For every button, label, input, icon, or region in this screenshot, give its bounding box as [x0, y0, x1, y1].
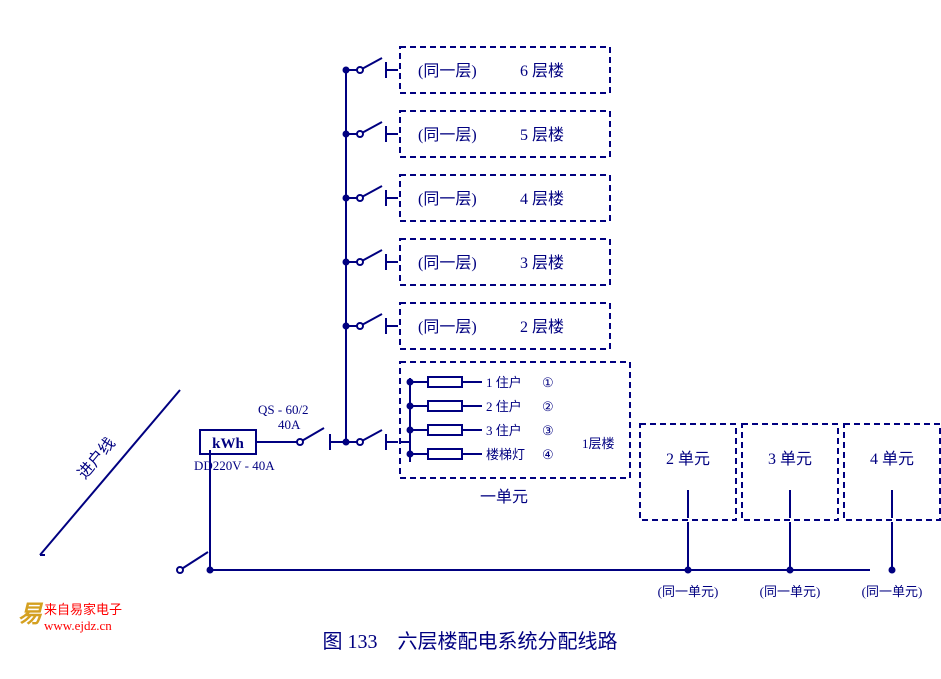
floor1-row-num: ① [542, 375, 554, 390]
unit-note: (同一单元) [862, 584, 923, 599]
floor-note: (同一层) [418, 319, 477, 336]
floor1-row-label: 1 住户 [486, 375, 522, 390]
floor-note: (同一层) [418, 255, 477, 272]
watermark-icon: 易 [18, 602, 44, 628]
floor1-row-num: ③ [542, 423, 554, 438]
unit-name: 4 单元 [870, 450, 914, 468]
meter-box-text: kWh [212, 436, 244, 452]
unit-name: 3 单元 [768, 450, 812, 468]
floor-note: (同一层) [418, 127, 477, 144]
floor-name: 3 层楼 [520, 254, 564, 272]
watermark-line2: www.ejdz.cn [44, 618, 112, 633]
switch-label-1: QS - 60/2 [258, 402, 309, 417]
floor1-row-label: 楼梯灯 [486, 447, 525, 462]
wiring-diagram: 进户线kWhDD220V - 40AQS - 60/240A(同一层)6 层楼(… [0, 0, 941, 674]
figure-title: 图 133 六层楼配电系统分配线路 [323, 630, 618, 653]
unit1-label: 一单元 [480, 488, 528, 506]
floor-name: 5 层楼 [520, 126, 564, 144]
floor1-row-num: ④ [542, 447, 554, 462]
watermark-line1: 来自易家电子 [44, 602, 122, 617]
floor1-row-label: 2 住户 [486, 399, 522, 414]
unit-name: 2 单元 [666, 450, 710, 468]
floor-note: (同一层) [418, 191, 477, 208]
floor-note: (同一层) [418, 63, 477, 80]
floor-name: 6 层楼 [520, 62, 564, 80]
floor-name: 4 层楼 [520, 190, 564, 208]
floor-name: 2 层楼 [520, 318, 564, 336]
switch-label-2: 40A [278, 417, 301, 432]
floor1-name: 1层楼 [582, 436, 615, 451]
floor1-row-label: 3 住户 [486, 423, 522, 438]
floor1-row-num: ② [542, 399, 554, 414]
unit-note: (同一单元) [760, 584, 821, 599]
meter-sub-text: DD220V - 40A [194, 458, 275, 473]
canvas-bg [0, 0, 941, 674]
unit-note: (同一单元) [658, 584, 719, 599]
